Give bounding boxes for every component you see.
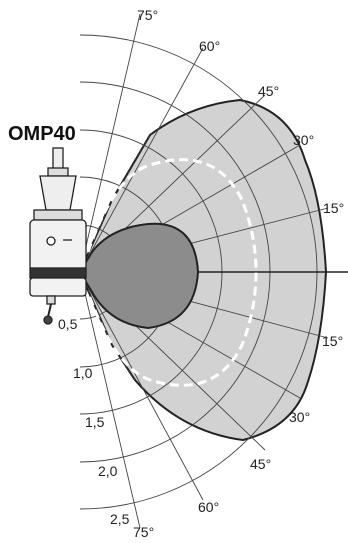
angle-label-upper-15: 15° [323, 200, 344, 216]
angle-label-upper-60: 60° [199, 38, 220, 54]
dashed-curve [86, 158, 258, 387]
dotted-boundary-lower [79, 271, 136, 381]
angle-label-upper-45: 45° [258, 83, 279, 99]
range-label-1-5: 1,5 [85, 414, 105, 430]
range-label-2-0: 2,0 [98, 463, 118, 479]
range-label-1-0: 1,0 [73, 365, 93, 381]
angle-label-lower-15: 15° [322, 333, 343, 349]
omp40-probe-icon [29, 147, 87, 325]
range-label-2-5: 2,5 [110, 511, 130, 527]
angle-label-upper-75: 75° [137, 7, 158, 23]
angle-label-lower-75: 75° [133, 524, 154, 540]
range-label-0-5: 0,5 [58, 316, 78, 332]
inner-envelope [78, 222, 200, 330]
angle-label-lower-60: 60° [198, 499, 219, 515]
angle-label-upper-30: 30° [293, 132, 314, 148]
diagram-title: OMP40 [8, 123, 76, 145]
angle-label-lower-45: 45° [250, 456, 271, 472]
angle-label-lower-30: 30° [289, 409, 310, 425]
